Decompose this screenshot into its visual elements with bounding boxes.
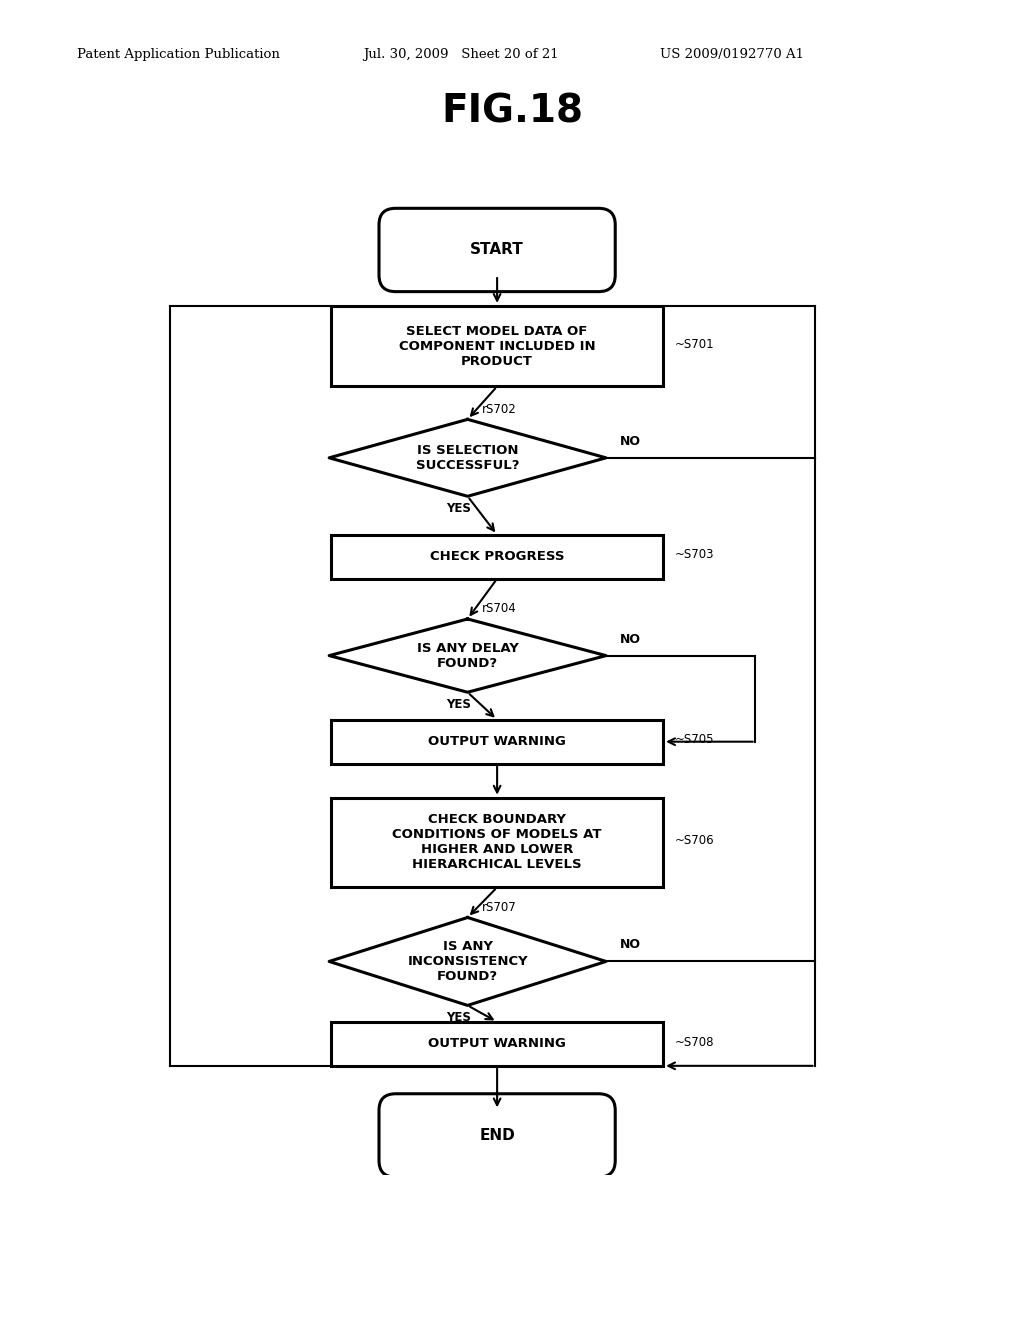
Text: END: END (479, 1127, 515, 1143)
Text: Jul. 30, 2009   Sheet 20 of 21: Jul. 30, 2009 Sheet 20 of 21 (364, 48, 559, 61)
Text: NO: NO (620, 939, 641, 952)
Text: CHECK PROGRESS: CHECK PROGRESS (430, 550, 564, 564)
Text: rS707: rS707 (481, 900, 516, 913)
Text: NO: NO (620, 632, 641, 645)
Polygon shape (329, 420, 606, 496)
Text: ~S706: ~S706 (674, 834, 714, 847)
Text: Patent Application Publication: Patent Application Publication (77, 48, 280, 61)
Bar (331, 306, 664, 387)
Text: US 2009/0192770 A1: US 2009/0192770 A1 (660, 48, 805, 61)
Text: ~S703: ~S703 (674, 548, 714, 561)
Polygon shape (329, 619, 606, 692)
Text: IS ANY
INCONSISTENCY
FOUND?: IS ANY INCONSISTENCY FOUND? (408, 940, 528, 983)
Bar (331, 535, 664, 578)
Polygon shape (329, 917, 606, 1006)
Text: CHECK BOUNDARY
CONDITIONS OF MODELS AT
HIGHER AND LOWER
HIERARCHICAL LEVELS: CHECK BOUNDARY CONDITIONS OF MODELS AT H… (392, 813, 602, 871)
Text: ~S708: ~S708 (674, 1035, 714, 1048)
Text: rS702: rS702 (481, 403, 516, 416)
Text: YES: YES (445, 502, 471, 515)
Text: NO: NO (620, 434, 641, 447)
Text: ~S701: ~S701 (674, 338, 714, 351)
Text: IS SELECTION
SUCCESSFUL?: IS SELECTION SUCCESSFUL? (416, 444, 519, 471)
Bar (331, 719, 664, 764)
FancyBboxPatch shape (379, 1094, 615, 1177)
Text: START: START (470, 243, 524, 257)
Text: OUTPUT WARNING: OUTPUT WARNING (428, 1038, 566, 1051)
Bar (331, 797, 664, 887)
Text: IS ANY DELAY
FOUND?: IS ANY DELAY FOUND? (417, 642, 518, 669)
Text: YES: YES (445, 1011, 471, 1024)
Text: YES: YES (445, 698, 471, 710)
Text: SELECT MODEL DATA OF
COMPONENT INCLUDED IN
PRODUCT: SELECT MODEL DATA OF COMPONENT INCLUDED … (398, 325, 595, 367)
Bar (331, 1022, 664, 1065)
FancyBboxPatch shape (379, 209, 615, 292)
Text: FIG.18: FIG.18 (441, 92, 583, 131)
Text: rS704: rS704 (481, 602, 516, 615)
Text: ~S705: ~S705 (674, 734, 714, 746)
Text: OUTPUT WARNING: OUTPUT WARNING (428, 735, 566, 748)
